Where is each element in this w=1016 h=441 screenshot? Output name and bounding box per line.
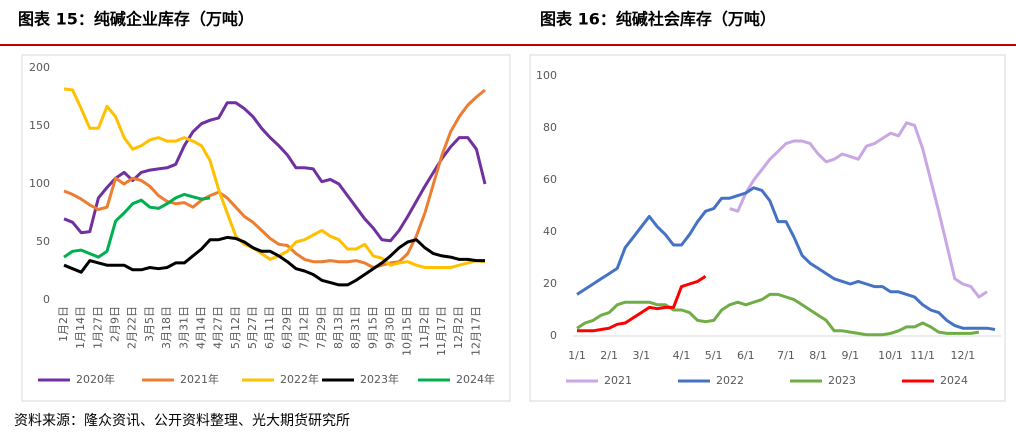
x-tick-label: 10月15日 — [401, 306, 414, 356]
series-line — [63, 235, 485, 287]
x-tick-label: 11/1 — [910, 349, 935, 362]
x-tick-label: 7/1 — [777, 349, 795, 362]
chart-frame — [21, 54, 511, 402]
chart-title: 图表 16：纯碱社会库存（万吨） — [540, 10, 776, 29]
series-line — [576, 292, 980, 337]
x-tick-label: 1/1 — [568, 349, 586, 362]
legend-label: 2024 — [940, 374, 968, 387]
x-tick-label: 6月29日 — [280, 306, 293, 349]
x-tick-label: 7月29日 — [315, 306, 328, 349]
legend-label: 2024年 — [456, 372, 495, 386]
x-tick-label: 10/1 — [878, 349, 903, 362]
x-tick-label: 1月2日 — [57, 306, 70, 342]
x-tick-label: 5月12日 — [229, 306, 242, 349]
x-tick-label: 11月17日 — [435, 306, 448, 356]
x-tick-label: 7月12日 — [298, 306, 311, 349]
x-tick-label: 5月27日 — [246, 306, 259, 349]
x-tick-label: 3月18日 — [160, 306, 173, 349]
x-tick-label: 12/1 — [950, 349, 975, 362]
x-tick-label: 6月11日 — [263, 306, 276, 349]
chart-title: 图表 15：纯碱企业库存（万吨） — [18, 10, 254, 29]
x-tick-label: 9月15日 — [366, 306, 379, 349]
y-tick-label: 40 — [543, 225, 557, 238]
y-tick-label: 100 — [536, 69, 557, 82]
x-tick-label: 1月27日 — [91, 306, 104, 349]
legend-label: 2023 — [828, 374, 856, 387]
y-tick-label: 20 — [543, 277, 557, 290]
x-tick-label: 5/1 — [705, 349, 723, 362]
x-tick-label: 4月14日 — [194, 306, 207, 349]
y-tick-label: 80 — [543, 121, 557, 134]
x-tick-label: 8月13日 — [332, 306, 345, 349]
x-tick-label: 3月5日 — [143, 306, 156, 342]
series-line — [63, 192, 211, 259]
x-tick-label: 6/1 — [737, 349, 755, 362]
x-tick-label: 11月2日 — [418, 306, 431, 349]
x-tick-label: 8/1 — [809, 349, 827, 362]
y-tick-label: 50 — [36, 235, 50, 248]
source-note: 资料来源：隆众资讯、公开资料整理、光大期货研究所 — [14, 412, 350, 429]
x-tick-label: 2/1 — [600, 349, 618, 362]
x-tick-label: 3/1 — [632, 349, 650, 362]
y-tick-label: 100 — [29, 177, 50, 190]
x-tick-label: 2月22日 — [126, 306, 139, 349]
series-line — [729, 121, 988, 299]
x-tick-label: 8月31日 — [349, 306, 362, 349]
x-tick-label: 9月30日 — [383, 306, 396, 349]
x-tick-label: 12月17日 — [469, 306, 482, 356]
y-tick-label: 200 — [29, 61, 50, 74]
x-tick-label: 1月14日 — [74, 306, 87, 349]
series-line — [63, 88, 486, 269]
series-line — [577, 274, 707, 333]
legend-label: 2021 — [604, 374, 632, 387]
x-tick-label: 9/1 — [841, 349, 859, 362]
series-line — [576, 186, 996, 331]
chart-frame — [529, 54, 1006, 402]
legend-label: 2023年 — [360, 372, 399, 386]
legend-label: 2022 — [716, 374, 744, 387]
legend-label: 2021年 — [180, 372, 219, 386]
y-tick-label: 60 — [543, 173, 557, 186]
y-tick-label: 0 — [550, 329, 557, 342]
legend-label: 2022年 — [280, 372, 319, 386]
y-tick-label: 150 — [29, 119, 50, 132]
y-tick-label: 0 — [43, 293, 50, 306]
x-tick-label: 12月2日 — [452, 306, 465, 349]
legend-label: 2020年 — [76, 372, 115, 386]
x-tick-label: 4月27日 — [212, 306, 225, 349]
x-tick-label: 4/1 — [673, 349, 691, 362]
x-tick-label: 2月9日 — [109, 306, 122, 342]
x-tick-label: 3月31日 — [177, 306, 190, 349]
series-line — [63, 87, 486, 269]
